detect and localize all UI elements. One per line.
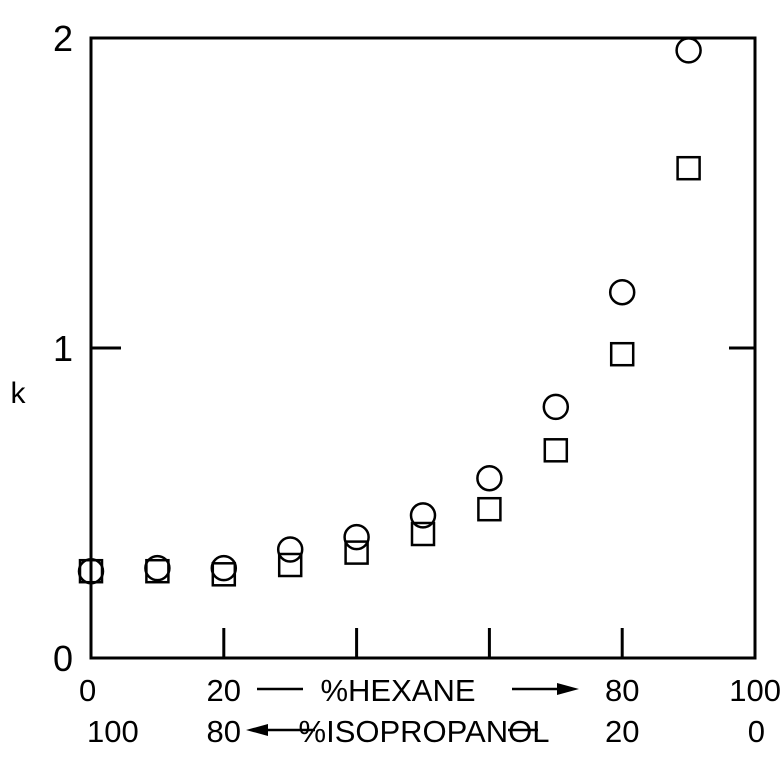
x-tick-label-hexane: 20 — [207, 673, 241, 708]
circle-marker — [343, 523, 370, 551]
arrow-head-left — [246, 724, 268, 736]
y-tick-label: 0 — [53, 638, 73, 679]
square-marker — [609, 341, 635, 367]
circle-marker — [476, 464, 503, 492]
circle-marker — [608, 278, 636, 306]
square-marker — [277, 552, 303, 578]
circle-marker — [542, 393, 570, 421]
square-marker — [344, 540, 369, 565]
x-tick-label-hexane: 0 — [79, 673, 96, 708]
x-tick-label-isopropanol: 100 — [87, 714, 139, 749]
x-tick-label-hexane: 100 — [729, 673, 781, 708]
circle-marker — [675, 37, 702, 64]
y-axis-label: k — [11, 377, 27, 410]
square-marker — [410, 521, 436, 547]
square-marker — [145, 558, 170, 584]
x-axis-label-isopropanol: %ISOPROPANOL — [299, 714, 550, 749]
y-tick-label: 2 — [53, 18, 73, 59]
arrow-head-right — [557, 683, 579, 695]
circle-marker — [409, 502, 437, 529]
square-marker — [543, 438, 569, 463]
data-markers — [77, 37, 702, 587]
x-tick-label-isopropanol: 80 — [207, 714, 241, 749]
square-marker — [78, 558, 104, 584]
x-tick-label-isopropanol: 0 — [748, 714, 765, 749]
axis-ticks — [91, 346, 755, 658]
x-axis-label-hexane: %HEXANE — [320, 673, 475, 708]
square-marker — [676, 155, 701, 181]
circle-marker — [276, 536, 304, 563]
plot-border — [89, 36, 757, 660]
circle-marker — [210, 554, 238, 582]
x-tick-label-hexane: 80 — [605, 673, 639, 708]
square-marker — [211, 562, 237, 587]
y-tick-label: 1 — [53, 328, 73, 369]
square-marker — [477, 496, 502, 522]
x-tick-label-isopropanol: 20 — [605, 714, 639, 749]
plot-frame — [89, 36, 757, 660]
axis-direction-arrows — [246, 683, 579, 736]
